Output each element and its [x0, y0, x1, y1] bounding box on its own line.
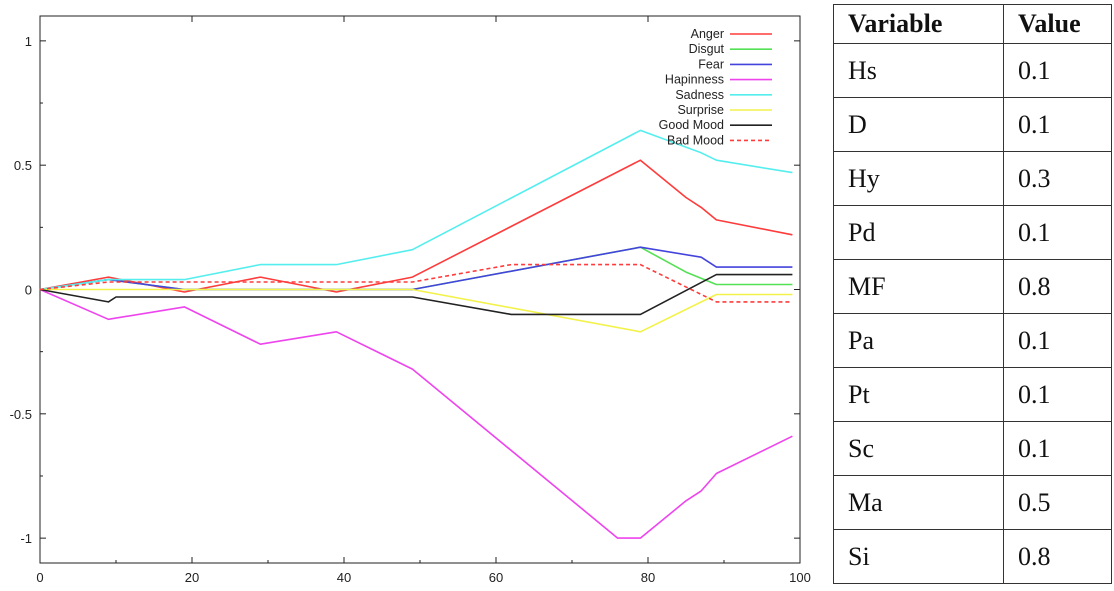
x-tick-label: 60	[489, 570, 503, 585]
value-cell: 0.1	[1003, 313, 1112, 368]
variable-cell: Pa	[833, 313, 1004, 368]
y-tick-label: -0.5	[10, 407, 32, 422]
y-tick-label: 0	[25, 283, 32, 298]
series-line-surprise	[40, 288, 793, 333]
variable-cell: D	[833, 97, 1004, 152]
variable-cell: Pd	[833, 205, 1004, 260]
value-cell: 0.1	[1003, 367, 1112, 422]
series-line-bad-mood	[39, 263, 793, 303]
x-tick-label: 0	[36, 570, 43, 585]
x-tick-label: 100	[789, 570, 811, 585]
table-row: Hs 0.1	[833, 43, 1112, 98]
x-tick-label: 80	[641, 570, 655, 585]
value-cell: 0.1	[1003, 97, 1112, 152]
y-tick-label: -1	[20, 531, 32, 546]
variables-table: Variable Value Hs 0.1 D 0.1 Hy 0.3 Pd 0.…	[833, 4, 1112, 584]
legend-label: Surprise	[677, 103, 724, 117]
legend-label: Bad Mood	[667, 133, 724, 147]
variable-cell: Hy	[833, 151, 1004, 206]
y-tick-label: 0.5	[14, 158, 32, 173]
series-line-good-mood	[39, 273, 793, 316]
table-row: Sc 0.1	[833, 421, 1112, 476]
variable-cell: Hs	[833, 43, 1004, 98]
variable-cell: Si	[833, 529, 1004, 584]
table-header-row: Variable Value	[833, 4, 1112, 44]
legend-label: Good Mood	[659, 118, 724, 132]
table-row: MF 0.8	[833, 259, 1112, 314]
series-line-anger	[39, 159, 793, 293]
value-cell: 0.5	[1003, 475, 1112, 530]
table-row: Si 0.8	[833, 529, 1112, 584]
table-row: Pd 0.1	[833, 205, 1112, 260]
variable-cell: Pt	[833, 367, 1004, 422]
legend-label: Fear	[698, 57, 724, 71]
value-cell: 0.1	[1003, 205, 1112, 260]
series-line-hapinness	[39, 288, 793, 539]
legend-label: Anger	[691, 27, 724, 41]
value-cell: 0.3	[1003, 151, 1112, 206]
y-tick-label: 1	[25, 34, 32, 49]
x-tick-label: 40	[337, 570, 351, 585]
table-row: Pa 0.1	[833, 313, 1112, 368]
legend-label: Sadness	[675, 88, 724, 102]
series-line-sadness	[39, 129, 793, 291]
table-row: Hy 0.3	[833, 151, 1112, 206]
value-cell: 0.8	[1003, 259, 1112, 314]
value-cell: 0.8	[1003, 529, 1112, 584]
table-row: Ma 0.5	[833, 475, 1112, 530]
header-value: Value	[1003, 4, 1112, 44]
series-line-fear	[39, 246, 793, 291]
legend-label: Hapinness	[665, 73, 724, 87]
variable-cell: Ma	[833, 475, 1004, 530]
legend-label: Disgut	[689, 42, 725, 56]
table-row: Pt 0.1	[833, 367, 1112, 422]
variable-cell: Sc	[833, 421, 1004, 476]
header-variable: Variable	[833, 4, 1004, 44]
table-row: D 0.1	[833, 97, 1112, 152]
x-tick-label: 20	[185, 570, 199, 585]
variable-cell: MF	[833, 259, 1004, 314]
value-cell: 0.1	[1003, 43, 1112, 98]
value-cell: 0.1	[1003, 421, 1112, 476]
